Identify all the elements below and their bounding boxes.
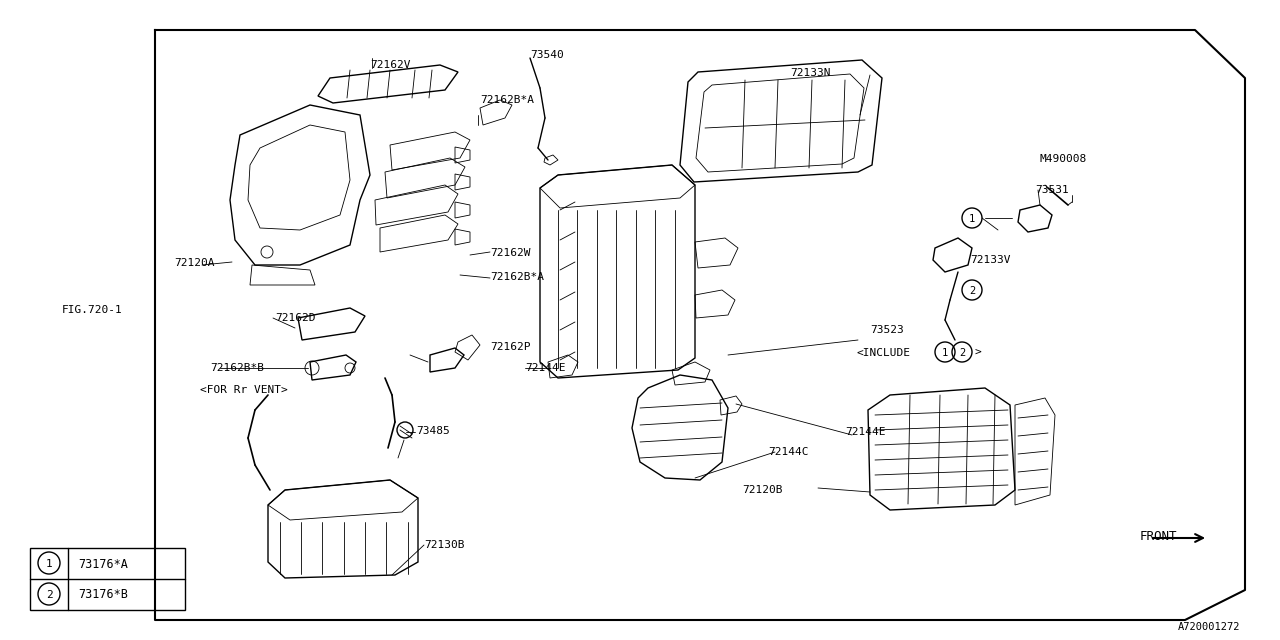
Text: 73523: 73523 xyxy=(870,325,904,335)
Text: 73485: 73485 xyxy=(416,426,449,436)
Text: 72162D: 72162D xyxy=(275,313,315,323)
Text: <INCLUDE: <INCLUDE xyxy=(856,348,910,358)
Text: 72144C: 72144C xyxy=(768,447,809,457)
Text: 1: 1 xyxy=(942,348,948,358)
Text: 2: 2 xyxy=(969,286,975,296)
Text: >: > xyxy=(974,348,980,358)
Text: 1: 1 xyxy=(46,559,52,569)
Text: 73540: 73540 xyxy=(530,50,563,60)
Text: 72162V: 72162V xyxy=(370,60,411,70)
Text: 72120A: 72120A xyxy=(174,258,215,268)
Text: 72162B*B: 72162B*B xyxy=(210,363,264,373)
Text: 72130B: 72130B xyxy=(424,540,465,550)
Text: A720001272: A720001272 xyxy=(1178,622,1240,632)
Text: 72133N: 72133N xyxy=(790,68,831,78)
Text: 1: 1 xyxy=(969,214,975,224)
Text: 72144E: 72144E xyxy=(525,363,566,373)
Text: 73531: 73531 xyxy=(1036,185,1069,195)
Text: 72162P: 72162P xyxy=(490,342,530,352)
Text: 72133V: 72133V xyxy=(970,255,1010,265)
Text: 2: 2 xyxy=(46,590,52,600)
Text: 72162W: 72162W xyxy=(490,248,530,258)
Text: 2: 2 xyxy=(959,348,965,358)
Text: 72162B*A: 72162B*A xyxy=(490,272,544,282)
Text: FRONT: FRONT xyxy=(1140,530,1178,543)
Text: <FOR Rr VENT>: <FOR Rr VENT> xyxy=(200,385,288,395)
Text: 72162B*A: 72162B*A xyxy=(480,95,534,105)
Text: M490008: M490008 xyxy=(1039,154,1087,164)
Text: 73176*A: 73176*A xyxy=(78,557,128,570)
Text: FIG.720-1: FIG.720-1 xyxy=(61,305,123,315)
Text: 72144E: 72144E xyxy=(845,427,886,437)
Text: 73176*B: 73176*B xyxy=(78,589,128,602)
Text: 72120B: 72120B xyxy=(742,485,782,495)
